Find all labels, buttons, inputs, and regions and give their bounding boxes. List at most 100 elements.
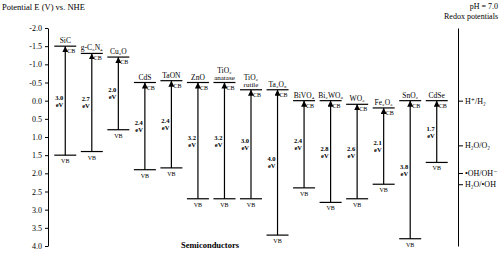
band-gap-label: 2.6eV	[347, 145, 356, 159]
semiconductor-name: TiO₂	[217, 66, 232, 75]
vb-edge	[346, 198, 368, 199]
cb-edge	[426, 100, 448, 101]
band-gap-label-line: 3.0	[55, 94, 63, 101]
band-gap-label-line: eV	[82, 102, 90, 109]
y-tick-mark	[45, 173, 48, 174]
y-tick-label: -0.5	[29, 79, 42, 88]
semiconductor-name: Fe₂O₃	[375, 98, 394, 107]
band-gap-label-line: 2.4	[294, 137, 303, 144]
semiconductor-name: TiO₂	[244, 73, 259, 82]
band-gap-label-line: 1.7	[427, 125, 436, 132]
band-gap-label-line: eV	[401, 170, 409, 177]
band-gap-arrow	[250, 90, 251, 199]
band-gap-label-line: 2.6	[347, 145, 356, 152]
vb-edge	[54, 155, 76, 156]
semiconductor-phase: anatase	[214, 74, 235, 82]
y-tick: 3.0	[32, 206, 48, 215]
y-tick-mark	[45, 83, 48, 84]
vb-label: VB	[406, 242, 414, 248]
cb-edge	[346, 104, 368, 105]
cb-label: CB	[439, 103, 447, 109]
vb-edge	[81, 151, 103, 152]
cb-label: CB	[386, 110, 394, 116]
y-tick-mark	[45, 210, 48, 211]
vb-label: VB	[353, 202, 361, 208]
band-gap-arrow	[171, 81, 172, 168]
vb-edge	[426, 162, 448, 163]
y-tick-mark	[45, 192, 48, 193]
band-gap-arrow	[277, 90, 278, 235]
band-gap-label: 2.7eV	[82, 95, 91, 109]
y-tick-mark	[45, 46, 48, 47]
y-tick-label: -2.0	[29, 24, 42, 33]
band-gap-label-line: eV	[321, 152, 329, 159]
band-gap-label: 3.2eV	[214, 134, 222, 148]
vb-edge	[399, 238, 421, 239]
cb-edge	[160, 80, 182, 81]
vb-edge	[320, 202, 342, 203]
cb-edge	[240, 89, 262, 90]
band-gap-label-line: 2.1	[374, 139, 382, 146]
y-tick-mark	[45, 137, 48, 138]
y-axis: -2.0-1.5-1.0-0.50.00.51.01.52.02.53.03.5…	[29, 24, 48, 251]
cb-label: CB	[226, 85, 234, 91]
vb-label: VB	[220, 202, 228, 208]
y2-tick-label: H₂O/•OH	[465, 180, 496, 189]
band-gap-arrow	[303, 101, 304, 188]
y-tick-mark	[45, 246, 48, 247]
y-tick-label: 0.0	[32, 97, 42, 106]
y2-tick-label: H⁺/H₂	[465, 97, 486, 106]
semiconductor-name: g-C₃N₄	[81, 43, 103, 52]
cb-label: CB	[333, 103, 341, 109]
chart: -2.0-1.5-1.0-0.50.00.51.01.52.02.53.03.5…	[0, 0, 500, 253]
semiconductor-phase: rutile	[244, 81, 259, 89]
y2-tick-mark	[458, 184, 463, 185]
cb-edge	[213, 82, 235, 83]
cb-edge	[187, 82, 209, 83]
y2-tick-mark	[458, 145, 463, 146]
y2-axis-line	[458, 29, 459, 247]
y-tick: 1.5	[32, 151, 48, 160]
semiconductor-name: SnO₂	[402, 91, 418, 100]
vb-label: VB	[194, 202, 202, 208]
y2-tick: H⁺/H₂	[458, 97, 486, 106]
vb-edge	[107, 129, 129, 130]
band-gap-label-line: eV	[135, 126, 143, 133]
semiconductor-name: WO₃	[350, 94, 365, 103]
band-gap-label: 3.2eV	[188, 134, 196, 148]
band-gap-label-line: eV	[188, 141, 196, 148]
y-tick-label: -1.5	[29, 42, 42, 51]
cb-edge	[320, 100, 342, 101]
band-gap-label-line: eV	[427, 132, 435, 139]
band-gap-label-line: eV	[241, 144, 249, 151]
band-gap-label-line: 2.8	[320, 145, 329, 152]
y-axis-line	[48, 29, 49, 247]
band-gap-label-line: 2.0	[108, 86, 116, 93]
band-gap-label: 2.8eV	[320, 145, 329, 159]
y2-axis: H⁺/H₂H₂O/O₂•OH/OH⁻H₂O/•OH	[458, 29, 497, 247]
y-tick-label: 1.5	[32, 151, 42, 160]
band-gap-label-line: 3.2	[188, 134, 196, 141]
band-gap-label-line: 4.0	[267, 155, 275, 162]
band-gap-arrow	[144, 83, 145, 170]
y2-axis-subtitle: Redox potentials	[444, 12, 498, 21]
band-gap-label-line: 2.4	[135, 119, 144, 126]
band-gap-label-line: 3.2	[214, 134, 222, 141]
y2-tick: •OH/OH⁻	[458, 169, 497, 178]
y-tick-label: 0.5	[32, 115, 42, 124]
y2-axis-title: pH = 7.0	[470, 2, 498, 11]
vb-label: VB	[273, 238, 281, 244]
band-gap-label: 4.0eV	[267, 155, 275, 169]
cb-edge	[107, 56, 129, 57]
vb-label: VB	[433, 165, 441, 171]
band-gap-label: 2.0eV	[108, 86, 116, 100]
cb-label: CB	[412, 103, 420, 109]
marks	[54, 46, 447, 239]
cb-label: CB	[359, 106, 367, 112]
vb-label: VB	[114, 133, 122, 139]
cb-label: CB	[147, 85, 155, 91]
semiconductor-name: BiVO₄	[294, 91, 315, 100]
vb-label: VB	[300, 191, 308, 197]
semiconductor-name: Bi₂WO₆	[318, 91, 343, 100]
vb-label: VB	[326, 205, 334, 211]
